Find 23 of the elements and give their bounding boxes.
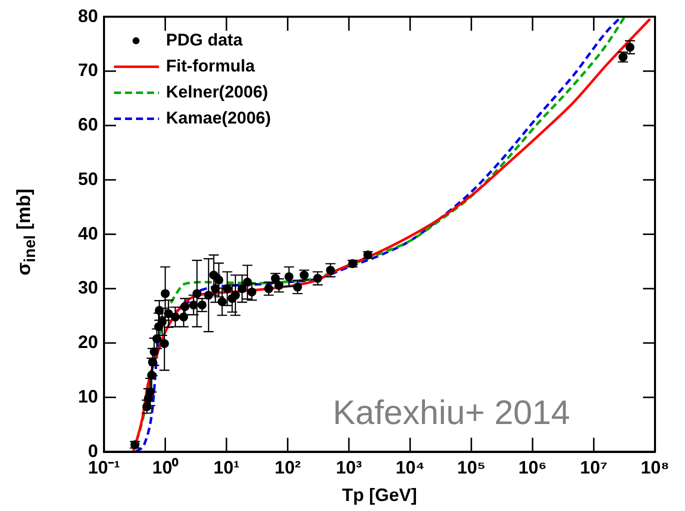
y-tick-label: 40 xyxy=(78,223,98,244)
x-tick-label: 10⁶ xyxy=(518,458,547,478)
y-tick-label: 30 xyxy=(78,278,98,298)
y-tick-label: 10 xyxy=(78,386,98,406)
y-tick-label: 80 xyxy=(78,6,98,26)
y-tick-label: 70 xyxy=(78,60,98,80)
legend-label: Fit-formula xyxy=(166,56,256,76)
x-tick-label: 10⁰ xyxy=(152,458,180,478)
x-tick-label: 10¹ xyxy=(213,458,240,478)
x-tick-label: 10⁸ xyxy=(640,458,670,478)
x-tick-label: 10⁵ xyxy=(457,458,486,478)
x-tick-label: 10³ xyxy=(336,458,362,478)
legend-label: Kamae(2006) xyxy=(166,108,271,128)
y-tick-label: 60 xyxy=(78,114,98,135)
legend-label: PDG data xyxy=(166,30,244,50)
x-tick-label: 10² xyxy=(274,458,301,478)
legend-label: Kelner(2006) xyxy=(166,82,268,102)
x-axis-title: Tp [GeV] xyxy=(342,485,418,506)
x-tick-label: 10⁴ xyxy=(396,458,425,478)
annotation: Kafexhiu+ 2014 xyxy=(332,394,570,432)
x-tick-label: 10⁷ xyxy=(580,458,608,478)
y-tick-label: 50 xyxy=(78,168,98,189)
y-tick-label: 20 xyxy=(78,332,98,352)
